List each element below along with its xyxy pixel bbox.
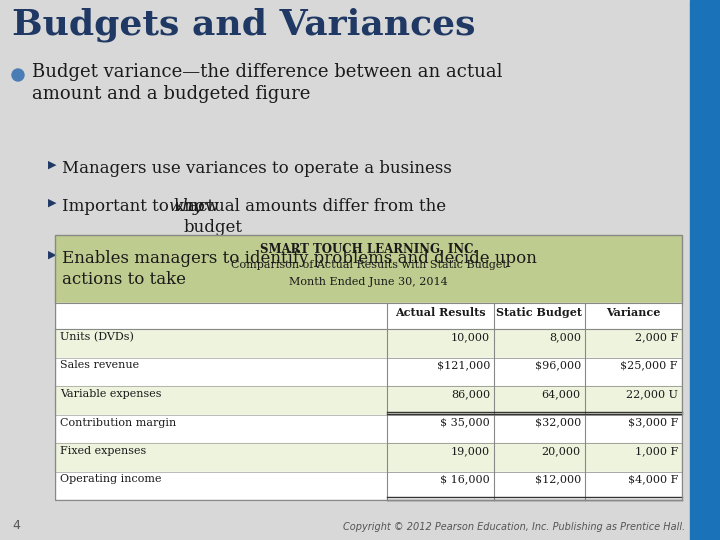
Text: Budget variance—the difference between an actual
amount and a budgeted figure: Budget variance—the difference between a… — [32, 63, 503, 103]
Bar — [55, 357, 682, 386]
Text: ▶: ▶ — [48, 198, 56, 208]
Bar — [55, 415, 682, 443]
Text: 4: 4 — [12, 519, 20, 532]
Text: ▶: ▶ — [48, 160, 56, 170]
Text: Budgets and Variances: Budgets and Variances — [12, 8, 475, 43]
Text: Copyright © 2012 Pearson Education, Inc. Publishing as Prentice Hall.: Copyright © 2012 Pearson Education, Inc.… — [343, 522, 685, 532]
Text: 64,000: 64,000 — [541, 389, 581, 399]
Text: $32,000: $32,000 — [534, 417, 581, 428]
Circle shape — [12, 69, 24, 81]
Text: 20,000: 20,000 — [541, 446, 581, 456]
Text: ▶: ▶ — [48, 250, 56, 260]
Text: Variable expenses: Variable expenses — [60, 389, 161, 399]
Text: Operating income: Operating income — [60, 475, 161, 484]
Text: Fixed expenses: Fixed expenses — [60, 446, 146, 456]
Text: $ 35,000: $ 35,000 — [440, 417, 490, 428]
Bar — [55, 471, 682, 500]
Text: 10,000: 10,000 — [451, 332, 490, 342]
Text: $96,000: $96,000 — [534, 361, 581, 370]
Text: 86,000: 86,000 — [451, 389, 490, 399]
Bar — [55, 235, 682, 303]
Bar — [55, 386, 682, 415]
Text: Static Budget: Static Budget — [496, 307, 582, 318]
Text: Managers use variances to operate a business: Managers use variances to operate a busi… — [62, 160, 452, 177]
Text: Important to know: Important to know — [62, 198, 225, 215]
Text: Actual Results: Actual Results — [395, 307, 486, 318]
Bar — [55, 303, 682, 329]
Text: Units (DVDs): Units (DVDs) — [60, 332, 134, 342]
Text: $12,000: $12,000 — [534, 475, 581, 484]
Text: Month Ended June 30, 2014: Month Ended June 30, 2014 — [289, 277, 448, 287]
Text: Variance: Variance — [606, 307, 660, 318]
Bar — [55, 443, 682, 471]
Bar — [690, 0, 720, 540]
Bar — [55, 329, 682, 357]
Text: Contribution margin: Contribution margin — [60, 417, 176, 428]
Text: Comparison of Actual Results with Static Budget: Comparison of Actual Results with Static… — [230, 260, 506, 270]
Text: actual amounts differ from the
budget: actual amounts differ from the budget — [183, 198, 446, 236]
Text: Sales revenue: Sales revenue — [60, 361, 139, 370]
Text: 2,000 F: 2,000 F — [635, 332, 678, 342]
Text: $121,000: $121,000 — [436, 361, 490, 370]
Text: $3,000 F: $3,000 F — [628, 417, 678, 428]
Text: 22,000 U: 22,000 U — [626, 389, 678, 399]
Text: $4,000 F: $4,000 F — [628, 475, 678, 484]
Text: $25,000 F: $25,000 F — [621, 361, 678, 370]
Text: 1,000 F: 1,000 F — [635, 446, 678, 456]
Text: 19,000: 19,000 — [451, 446, 490, 456]
Bar — [55, 235, 682, 500]
Bar — [55, 235, 682, 500]
Text: why: why — [168, 198, 202, 215]
Text: Enables managers to identify problems and decide upon
actions to take: Enables managers to identify problems an… — [62, 250, 537, 288]
Text: 8,000: 8,000 — [549, 332, 581, 342]
Text: SMART TOUCH LEARNING, INC.: SMART TOUCH LEARNING, INC. — [260, 243, 477, 256]
Text: $ 16,000: $ 16,000 — [440, 475, 490, 484]
